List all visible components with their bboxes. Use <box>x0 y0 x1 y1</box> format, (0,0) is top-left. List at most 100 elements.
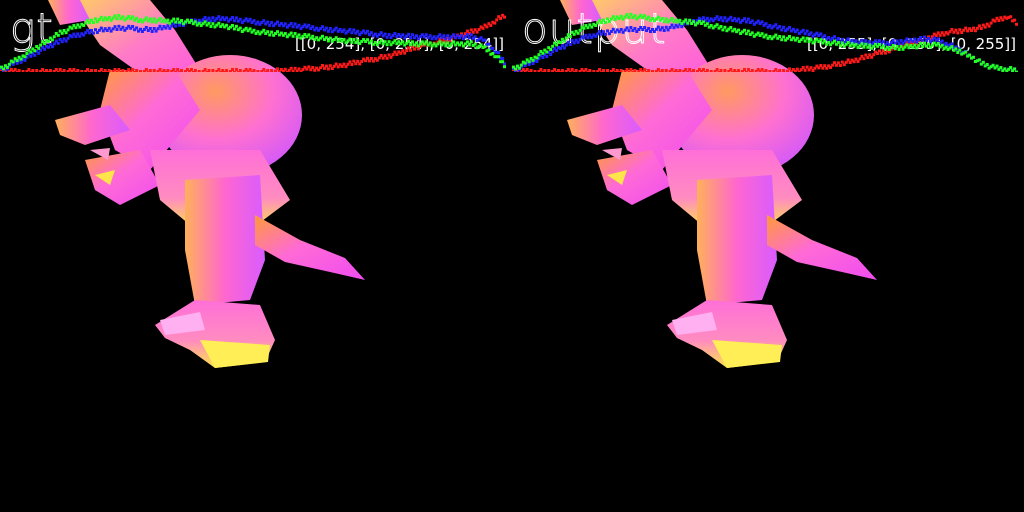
histogram-green-point <box>180 19 184 22</box>
histogram-red-point <box>658 71 662 72</box>
histogram-red-point <box>1011 19 1015 23</box>
histogram-green-point <box>1005 69 1009 72</box>
histogram-green-point <box>682 20 686 24</box>
histogram-green-point <box>336 39 340 43</box>
histogram-red-point <box>420 42 424 46</box>
histogram-red-point <box>17 69 21 72</box>
histogram-blue-point <box>590 36 594 39</box>
histogram-red-point <box>709 70 713 72</box>
histogram-red-point <box>399 51 403 55</box>
histogram-red-point <box>31 69 35 72</box>
histogram-blue-point <box>652 30 656 33</box>
histogram-green-point <box>131 15 135 19</box>
histogram-red-point <box>207 69 211 72</box>
histogram-red-point <box>287 68 291 72</box>
histogram-red-point <box>872 53 876 57</box>
histogram-green-point <box>856 46 860 49</box>
histogram-red-point <box>491 20 495 24</box>
histogram-green-point <box>553 41 557 45</box>
histogram-green-point <box>35 45 39 48</box>
histogram-red-point <box>324 64 328 68</box>
histogram-red-point <box>289 66 293 70</box>
histogram-blue-point <box>268 23 272 27</box>
histogram-green-point <box>527 60 531 64</box>
histogram-red-series <box>512 15 1018 72</box>
histogram-green-point <box>809 38 813 42</box>
histogram-green-point <box>182 22 185 26</box>
histogram-red-point <box>3 69 7 72</box>
histogram-red-point <box>954 28 958 32</box>
histogram-green-point <box>142 18 146 22</box>
histogram-red-point <box>760 68 764 71</box>
histogram-blue-point <box>611 27 615 31</box>
histogram-red-point <box>231 68 234 71</box>
histogram-blue-point <box>148 27 152 30</box>
histogram-green-point <box>368 41 371 45</box>
histogram-green-point <box>568 35 572 38</box>
histogram-red-point <box>444 40 448 44</box>
histogram-green-point <box>127 15 131 18</box>
histogram-blue-point <box>236 19 240 23</box>
histogram-red-point <box>203 68 207 71</box>
histogram-green-point <box>580 25 584 29</box>
histogram-green-point <box>442 41 446 45</box>
histogram-green-point <box>962 51 966 55</box>
histogram-green-point <box>309 36 313 40</box>
histogram-green-point <box>666 20 670 24</box>
histogram-green-point <box>840 41 844 45</box>
histogram-green-point <box>342 38 346 41</box>
histogram-blue-point <box>266 20 270 24</box>
histogram-blue-point <box>788 26 791 29</box>
histogram-green-point <box>379 39 383 43</box>
histogram-green-point <box>664 17 668 21</box>
histogram-red-point <box>162 69 166 72</box>
histogram-red-point <box>948 30 952 34</box>
histogram-red-point <box>678 69 682 72</box>
histogram-blue-point <box>240 21 244 24</box>
histogram-blue-point <box>154 29 158 33</box>
histogram-blue-point <box>205 18 209 22</box>
histogram-green-point <box>270 30 274 34</box>
histogram-blue-point <box>503 62 506 66</box>
histogram-green-point <box>870 46 874 50</box>
histogram-green-point <box>952 48 956 52</box>
histogram-green-point <box>707 25 711 29</box>
histogram-green-point <box>223 25 227 29</box>
histogram-red-point <box>903 43 907 47</box>
histogram-blue-point <box>883 43 887 47</box>
histogram-blue-point <box>178 23 182 27</box>
histogram-blue-point <box>768 24 772 27</box>
histogram-blue-point <box>501 57 505 60</box>
histogram-green-point <box>743 28 746 32</box>
histogram-green-point <box>795 36 799 40</box>
histogram-red-point <box>880 51 883 55</box>
histogram-blue-point <box>35 49 39 53</box>
histogram-red-point <box>651 70 654 72</box>
histogram-red-point <box>960 31 964 34</box>
histogram-red-point <box>438 38 442 41</box>
histogram-green-point <box>983 64 987 68</box>
histogram-green-point <box>123 18 127 22</box>
histogram-blue-point <box>452 33 456 37</box>
histogram-green-point <box>461 44 465 48</box>
histogram-green-point <box>332 38 336 41</box>
histogram-blue-point <box>835 38 838 42</box>
histogram-blue-point <box>594 34 598 38</box>
histogram-blue-point <box>460 34 463 38</box>
histogram-green-point <box>140 20 144 24</box>
histogram-green-point <box>148 17 152 21</box>
histogram-red-point <box>999 16 1003 20</box>
histogram-red-point <box>383 54 387 58</box>
histogram-blue-point <box>328 27 332 30</box>
histogram-green-point <box>964 50 968 54</box>
histogram-red-point <box>152 69 156 72</box>
histogram-green-point <box>256 30 260 34</box>
histogram-green-point <box>352 38 356 41</box>
histogram-green-point <box>254 32 258 35</box>
histogram-red-point <box>772 70 776 72</box>
histogram-blue-point <box>193 18 197 22</box>
histogram-green-point <box>60 31 64 35</box>
histogram-red-point <box>846 58 850 62</box>
histogram-green-point <box>152 17 156 21</box>
histogram-blue-point <box>864 39 868 43</box>
